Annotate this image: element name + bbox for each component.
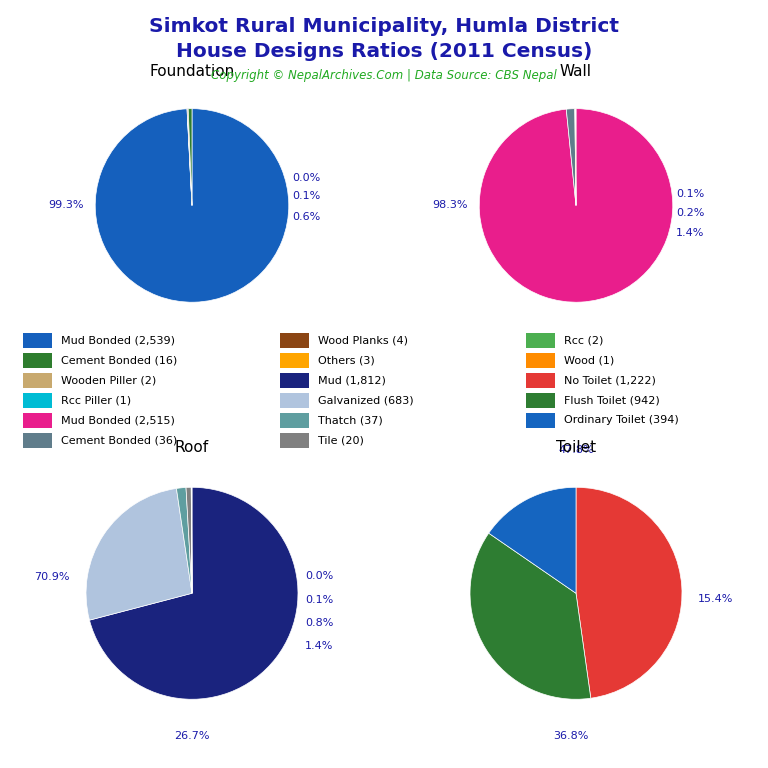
Wedge shape — [95, 109, 289, 302]
Text: 26.7%: 26.7% — [174, 731, 210, 741]
Text: 36.8%: 36.8% — [553, 731, 588, 741]
Wedge shape — [177, 488, 192, 593]
Wedge shape — [186, 488, 192, 593]
Text: Rcc Piller (1): Rcc Piller (1) — [61, 396, 131, 406]
Wedge shape — [479, 109, 673, 302]
Wedge shape — [574, 109, 576, 206]
Text: Thatch (37): Thatch (37) — [318, 415, 383, 425]
Text: Wood Planks (4): Wood Planks (4) — [318, 336, 409, 346]
Bar — [23, 372, 52, 388]
Text: Others (3): Others (3) — [318, 356, 375, 366]
Wedge shape — [576, 488, 682, 698]
Text: Wood (1): Wood (1) — [564, 356, 614, 366]
Bar — [23, 353, 52, 368]
Text: Cement Bonded (16): Cement Bonded (16) — [61, 356, 177, 366]
Wedge shape — [90, 488, 298, 699]
Bar — [526, 393, 554, 408]
Text: Mud Bonded (2,539): Mud Bonded (2,539) — [61, 336, 175, 346]
Title: Foundation: Foundation — [149, 65, 235, 79]
Text: House Designs Ratios (2011 Census): House Designs Ratios (2011 Census) — [176, 42, 592, 61]
Wedge shape — [187, 109, 192, 206]
Text: 0.0%: 0.0% — [305, 571, 333, 581]
Text: 0.8%: 0.8% — [305, 618, 333, 628]
Bar — [23, 393, 52, 408]
Wedge shape — [188, 109, 192, 206]
Text: 70.9%: 70.9% — [35, 572, 70, 582]
Bar — [280, 333, 309, 348]
Bar — [526, 372, 554, 388]
Text: 0.6%: 0.6% — [292, 212, 320, 222]
Text: 1.4%: 1.4% — [676, 227, 704, 237]
Text: Cement Bonded (36): Cement Bonded (36) — [61, 435, 177, 445]
Wedge shape — [488, 488, 576, 593]
Bar — [280, 393, 309, 408]
Text: 99.3%: 99.3% — [48, 200, 84, 210]
Wedge shape — [470, 533, 591, 699]
Text: Mud Bonded (2,515): Mud Bonded (2,515) — [61, 415, 175, 425]
Text: Wooden Piller (2): Wooden Piller (2) — [61, 376, 157, 386]
Title: Wall: Wall — [560, 65, 592, 79]
Wedge shape — [191, 488, 192, 593]
Bar — [280, 353, 309, 368]
Bar — [280, 433, 309, 448]
Bar — [526, 333, 554, 348]
Text: 0.2%: 0.2% — [676, 208, 704, 218]
Text: No Toilet (1,222): No Toilet (1,222) — [564, 376, 656, 386]
Wedge shape — [187, 109, 192, 206]
Text: 0.1%: 0.1% — [676, 189, 704, 199]
Text: Tile (20): Tile (20) — [318, 435, 364, 445]
Bar — [526, 353, 554, 368]
Text: Rcc (2): Rcc (2) — [564, 336, 604, 346]
Text: 0.1%: 0.1% — [292, 190, 320, 200]
Text: 47.8%: 47.8% — [558, 445, 594, 455]
Text: Flush Toilet (942): Flush Toilet (942) — [564, 396, 660, 406]
Text: Galvanized (683): Galvanized (683) — [318, 396, 414, 406]
Bar — [280, 413, 309, 428]
Text: 0.0%: 0.0% — [292, 174, 320, 184]
Text: Copyright © NepalArchives.Com | Data Source: CBS Nepal: Copyright © NepalArchives.Com | Data Sou… — [211, 69, 557, 82]
Bar — [23, 333, 52, 348]
Bar — [280, 372, 309, 388]
Text: 98.3%: 98.3% — [432, 200, 468, 210]
Title: Roof: Roof — [175, 441, 209, 455]
Text: Mud (1,812): Mud (1,812) — [318, 376, 386, 386]
Bar — [23, 413, 52, 428]
Text: Simkot Rural Municipality, Humla District: Simkot Rural Municipality, Humla Distric… — [149, 17, 619, 36]
Bar — [23, 433, 52, 448]
Text: 0.1%: 0.1% — [305, 594, 333, 604]
Title: Toilet: Toilet — [556, 441, 596, 455]
Wedge shape — [566, 109, 576, 206]
Bar — [526, 413, 554, 428]
Text: 1.4%: 1.4% — [305, 641, 333, 651]
Wedge shape — [86, 488, 192, 620]
Text: 15.4%: 15.4% — [698, 594, 733, 604]
Text: Ordinary Toilet (394): Ordinary Toilet (394) — [564, 415, 679, 425]
